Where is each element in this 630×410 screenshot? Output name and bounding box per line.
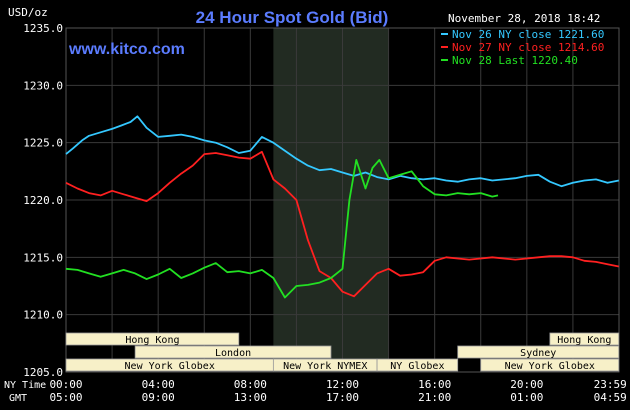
- session-label: New York Globex: [125, 361, 215, 372]
- x-axis-label-gmt: GMT: [9, 393, 27, 404]
- session-label: New York NYMEX: [283, 361, 367, 372]
- y-tick-label: 1220.0: [23, 194, 63, 207]
- x-tick-label-gmt: 17:00: [326, 391, 359, 404]
- x-tick-label-gmt: 09:00: [142, 391, 175, 404]
- plot-frame: [65, 27, 620, 373]
- x-tick-label-ny: 16:00: [418, 378, 451, 391]
- x-tick-label-ny: 20:00: [510, 378, 543, 391]
- y-tick-label: 1210.0: [23, 309, 63, 322]
- x-tick-label-ny: 12:00: [326, 378, 359, 391]
- session-box: [480, 358, 620, 372]
- legend-entry: Nov 26 NY close 1221.60: [452, 28, 604, 41]
- session-label: Hong Kong: [125, 335, 179, 346]
- x-tick-label-ny: 23:59: [594, 378, 627, 391]
- y-tick-label: 1215.0: [23, 251, 63, 264]
- x-tick-label-gmt: 13:00: [234, 391, 267, 404]
- x-tick-label-gmt: 04:59: [594, 391, 627, 404]
- y-tick-label: 1225.0: [23, 137, 63, 150]
- session-box: [134, 345, 332, 359]
- legend-entry: Nov 27 NY close 1214.60: [452, 41, 604, 54]
- series-line-2: [65, 150, 619, 298]
- x-tick-label-ny: 04:00: [142, 378, 175, 391]
- x-tick-label-gmt: 01:00: [510, 391, 543, 404]
- y-tick-label: 1230.0: [23, 79, 63, 92]
- unit-label: USD/oz: [8, 6, 48, 19]
- x-axis-label-ny: NY Time: [4, 380, 46, 391]
- session-label: Sydney: [520, 348, 556, 359]
- legend-entry: Nov 28 Last 1220.40: [452, 54, 578, 67]
- x-tick-label-gmt: 21:00: [418, 391, 451, 404]
- session-box: [376, 358, 459, 372]
- session-label: London: [215, 348, 251, 359]
- session-label: Hong Kong: [557, 335, 611, 346]
- y-tick-label: 1235.0: [23, 22, 63, 35]
- session-box: [549, 332, 620, 346]
- chart-title: 24 Hour Spot Gold (Bid): [196, 8, 389, 27]
- site-watermark: www.kitco.com: [68, 41, 185, 58]
- x-tick-label-ny: 08:00: [234, 378, 267, 391]
- timestamp: November 28, 2018 18:42: [448, 12, 600, 25]
- series-line-3: [65, 158, 499, 299]
- x-tick-label-ny: 00:00: [49, 378, 82, 391]
- y-tick-label: 1205.0: [23, 366, 63, 379]
- series-line-1: [65, 115, 619, 188]
- session-box: [65, 332, 240, 346]
- session-label: NY Globex: [390, 361, 444, 372]
- x-tick-label-gmt: 05:00: [49, 391, 82, 404]
- session-label: New York Globex: [505, 361, 595, 372]
- session-box: [457, 345, 620, 359]
